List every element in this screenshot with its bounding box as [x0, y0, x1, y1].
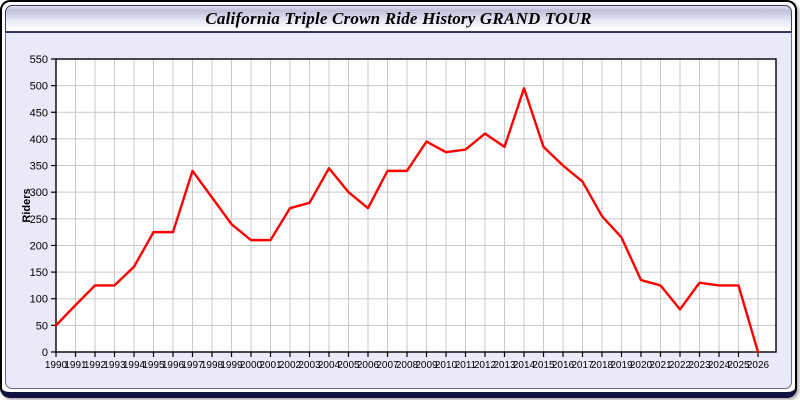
x-tick-label: 2023: [688, 360, 711, 371]
x-tick-label: 2008: [396, 360, 419, 371]
x-tick-label: 1996: [162, 360, 185, 371]
plot-grid: [56, 59, 776, 352]
x-tick-label: 1999: [220, 360, 243, 371]
chart: 0501001502002503003504004505005501990199…: [21, 54, 777, 371]
x-tick-label: 2020: [630, 360, 653, 371]
x-tick-label: 2006: [357, 360, 380, 371]
x-tick-label: 1991: [64, 360, 87, 371]
x-tick-label: 2025: [727, 360, 750, 371]
plot-area: [56, 59, 776, 352]
x-tick-label: 2012: [474, 360, 497, 371]
y-tick-label: 350: [30, 161, 48, 173]
y-axis-labels: 0 50 100 150 200 250 300 350 400 450 500 550: [30, 54, 48, 359]
x-tick-label: 1995: [142, 360, 165, 371]
y-tick-label: 150: [30, 267, 48, 279]
y-tick-label: 450: [30, 107, 48, 119]
x-tick-label: 2005: [337, 360, 360, 371]
x-tick-label: 2001: [259, 360, 282, 371]
x-tick-label: 2002: [279, 360, 302, 371]
x-tick-label: 1994: [123, 360, 146, 371]
x-tick-label: 2013: [493, 360, 516, 371]
x-tick-label: 2014: [513, 360, 536, 371]
y-tick-label: 500: [30, 81, 48, 93]
x-tick-label: 2015: [532, 360, 555, 371]
y-tick-label: 200: [30, 240, 48, 252]
y-tick-label: 550: [30, 54, 48, 66]
title-bar: California Triple Crown Ride History GRA…: [5, 5, 792, 32]
y-tick-label: 250: [30, 214, 48, 226]
y-tick-label: 0: [42, 347, 48, 359]
y-tick-label: 300: [30, 187, 48, 199]
x-tick-label: 1998: [201, 360, 224, 371]
x-tick-label: 2022: [669, 360, 692, 371]
x-tick-label: 1993: [103, 360, 126, 371]
x-tick-label: 1997: [181, 360, 204, 371]
x-tick-label: 2024: [708, 360, 731, 371]
y-tick-label: 400: [30, 134, 48, 146]
x-tick-label: 2004: [318, 360, 341, 371]
x-tick-label: 1990: [45, 360, 68, 371]
x-tick-label: 2018: [591, 360, 614, 371]
x-tick-label: 2009: [415, 360, 438, 371]
page-title: California Triple Crown Ride History GRA…: [205, 8, 592, 28]
x-tick-label: 2017: [571, 360, 594, 371]
x-tick-label: 2003: [298, 360, 321, 371]
x-tick-label: 2007: [376, 360, 399, 371]
data-line-riders: [54, 87, 760, 354]
chart-panel: 0 50 100 150 200 250 300 350 400 450 500 550 1990 199…: [5, 32, 792, 389]
x-tick-label: 2016: [552, 360, 575, 371]
y-tick-label: 50: [36, 320, 48, 332]
x-tick-label: 2021: [649, 360, 672, 371]
x-tick-label: 2011: [455, 360, 477, 371]
x-axis-labels: 1990199119921993199419951996199719981999…: [45, 360, 770, 371]
x-tick-label: 2010: [435, 360, 458, 371]
x-tick-label: 2026: [747, 360, 770, 371]
x-tick-label: 1992: [84, 360, 107, 371]
y-tick-label: 100: [30, 294, 48, 306]
x-tick-label: 2000: [240, 360, 263, 371]
plot-frame: [55, 58, 777, 353]
y-axis-title: Riders: [21, 188, 33, 222]
x-tick-label: 2019: [610, 360, 633, 371]
